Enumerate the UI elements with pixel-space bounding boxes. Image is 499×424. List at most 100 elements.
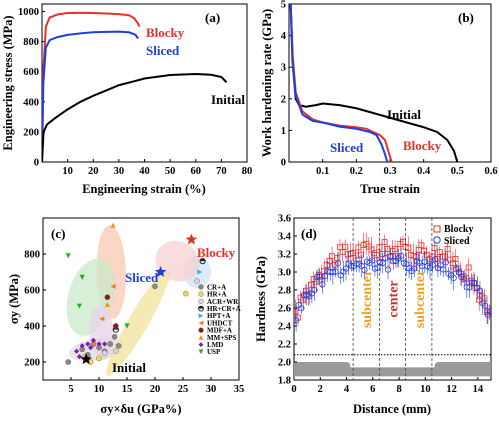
point-acr-wr <box>101 350 108 356</box>
panel-b-xlabel: True strain <box>360 182 420 196</box>
panel-d-xtick-label: 0 <box>291 384 296 395</box>
panel-c-label: (c) <box>51 226 65 241</box>
legend-label-lmd: LMD <box>207 341 223 349</box>
panel-c-xtick-label: 5 <box>68 384 73 395</box>
point-acr-wr <box>113 348 119 355</box>
panel-c-xtick-label: 10 <box>94 384 105 395</box>
panel-b-ytick-label: 0 <box>281 158 286 169</box>
hardness-point-blocky <box>465 264 472 271</box>
hardness-point-sliced <box>311 287 318 294</box>
panel-b-label: (b) <box>458 10 474 25</box>
label-sliced-a: Sliced <box>146 43 180 58</box>
panel-b-xtick-label: 0.5 <box>451 166 464 177</box>
panel-b-ytick-label: 5 <box>281 0 286 11</box>
panel-c-ytick-label: 800 <box>24 250 40 261</box>
hardness-point-sliced <box>335 260 342 267</box>
panel-d-xlabel: Distance (mm) <box>353 402 431 416</box>
point-hr-cr-a-fill <box>200 258 206 262</box>
region-ellipse <box>89 306 115 361</box>
point-cr-a <box>152 283 158 290</box>
legend-label-mm-sps: MM+SPS <box>207 334 236 342</box>
legend-label-usp: USP <box>207 348 221 356</box>
point-mdf-a <box>104 294 111 301</box>
panel-d-ytick-label: 3.6 <box>278 214 291 225</box>
point-hpt-a <box>197 269 203 275</box>
sample-profile <box>294 362 491 377</box>
hardness-point-sliced <box>294 317 300 324</box>
panel-c-xtick-label: 35 <box>234 384 245 395</box>
panel-b-xtick-label: 0.4 <box>417 166 431 177</box>
region-ellipse <box>155 240 200 282</box>
hardening-blocky <box>289 4 393 162</box>
legend-blocky-label: Blocky <box>444 224 473 235</box>
point-mdf-a <box>113 323 119 329</box>
hardness-point-sliced <box>319 281 326 288</box>
curve-initial <box>42 72 228 162</box>
legend-marker-uhdct <box>198 320 204 326</box>
point-usp <box>79 274 85 280</box>
hardening-sliced <box>289 4 389 162</box>
panel-b-xtick-label: 0.2 <box>350 166 363 177</box>
hardness-point-blocky <box>452 255 459 262</box>
region-ellipse <box>106 268 171 376</box>
hardness-point-blocky <box>463 274 469 281</box>
point-acr-wr <box>194 278 200 284</box>
panel-d-ytick-label: 3.4 <box>278 232 292 243</box>
legend-marker-hr-cr-a-fill <box>198 306 204 309</box>
panel-b-xtick-label: 0.3 <box>383 166 396 177</box>
panel-b-ylabel: Work hardening rate (GPa) <box>260 9 274 157</box>
label-initial-c: Initial <box>112 360 146 375</box>
hardness-point-sliced <box>382 254 389 262</box>
point-lmd <box>90 337 96 343</box>
legend-label-cr-a: CR+A <box>207 283 226 291</box>
panel-b-ytick-label: 1 <box>281 126 286 137</box>
point-mm-sps <box>104 301 110 307</box>
panel-d-xtick-label: 14 <box>473 384 484 395</box>
panel-a-ylabel: Engineering stress (MPa) <box>1 15 15 150</box>
legend-label-hr-a: HR+A <box>207 291 227 299</box>
panel-d-label: (d) <box>301 226 317 241</box>
legend-label-hpt-a: HPT+A <box>207 312 230 320</box>
panel-a-ytick-label: 1000 <box>18 7 39 18</box>
panel-b: 0.1 0.2 0.3 0.4 0.5 0.6 0 1 2 3 4 5 (b) True strain… <box>260 0 498 196</box>
legend-sliced-marker <box>433 236 441 244</box>
panel-a-ytick-label: 800 <box>23 37 39 48</box>
panel-c-ytick-label: 400 <box>24 322 40 333</box>
region-label-subcenter: subcenter <box>413 270 428 328</box>
hardness-point-sliced <box>450 274 457 282</box>
panel-b-ytick-label: 4 <box>281 31 287 42</box>
point-usp <box>124 323 130 329</box>
panel-d-xtick-label: 6 <box>370 384 375 395</box>
panel-c-xtick-label: 15 <box>122 384 133 395</box>
panel-d: 0 2 4 6 8 10 12 14 1.8 2.0 2.2 2.4 2.6 2.8 3.0 3.2 3.4 3.… <box>254 214 492 416</box>
point-usp <box>65 253 71 259</box>
panel-b-ytick-label: 2 <box>281 94 286 105</box>
label-blocky-b: Blocky <box>403 138 442 153</box>
panel-d-ylabel: Hardness (GPa) <box>254 256 268 342</box>
panel-d-xtick-label: 12 <box>446 384 457 395</box>
panel-a-frame <box>41 3 248 163</box>
label-blocky-a: Blocky <box>146 25 185 40</box>
panel-c: 5 10 15 20 25 30 35 200 400 600 800 CR+AHR+AACR+WR… <box>7 217 245 416</box>
legend-marker-hr-a <box>198 291 204 297</box>
legend-label-acr-wr: ACR+WR <box>207 298 239 306</box>
point-uhdct <box>99 316 105 322</box>
panel-a-xtick-label: 60 <box>191 166 202 177</box>
point-lmd <box>76 354 82 360</box>
panel-a-label: (a) <box>205 10 220 25</box>
panel-d-legend: Blocky Sliced <box>433 224 473 247</box>
panel-d-ytick-label: 2.0 <box>278 358 291 369</box>
panel-a-xtick-label: 30 <box>114 166 125 177</box>
hardness-point-sliced <box>442 259 449 266</box>
label-sliced-c: Sliced <box>125 270 159 285</box>
star-blocky <box>185 233 198 245</box>
legend-marker-acr-wr <box>198 298 204 305</box>
point-cr-a <box>65 359 71 365</box>
hardness-point-sliced <box>369 257 376 264</box>
panel-a-xtick-label: 80 <box>242 166 253 177</box>
panel-a-ytick-label: 0 <box>34 158 39 169</box>
panel-a-ytick-label: 600 <box>23 67 39 78</box>
point-lmd <box>85 341 91 347</box>
legend-label-mdf-a: MDF+A <box>207 327 232 335</box>
